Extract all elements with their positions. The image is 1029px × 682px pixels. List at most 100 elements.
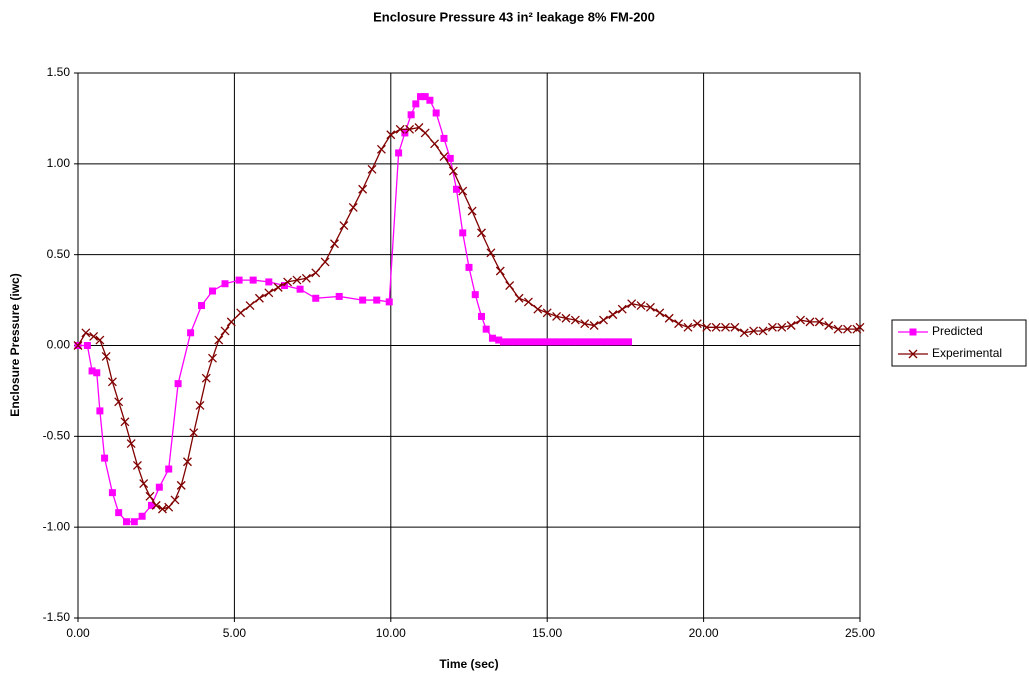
data-point [209, 287, 217, 295]
data-point [855, 322, 865, 332]
legend-marker [909, 328, 917, 336]
data-point [805, 317, 815, 327]
data-point [495, 336, 503, 344]
data-point [448, 166, 458, 176]
data-point [843, 324, 852, 334]
data-point [549, 338, 557, 346]
data-point [114, 397, 124, 407]
x-tick-label: 0.00 [66, 626, 90, 640]
data-point [796, 315, 806, 325]
data-point [467, 206, 477, 216]
data-point [88, 367, 96, 375]
data-point [138, 512, 146, 520]
data-point [273, 282, 283, 292]
data-point [488, 334, 496, 342]
data-point [385, 298, 393, 306]
data-point [311, 268, 321, 278]
data-point [625, 338, 633, 346]
data-point [739, 328, 749, 338]
data-point [556, 338, 564, 346]
data-point [245, 301, 255, 310]
data-point [139, 479, 149, 489]
data-point [478, 312, 486, 320]
data-point [452, 185, 460, 193]
data-point [758, 326, 768, 336]
data-point [618, 338, 626, 346]
data-point [151, 500, 161, 510]
data-point [446, 154, 454, 162]
data-point [221, 280, 229, 288]
data-point [358, 184, 368, 194]
data-point [730, 322, 740, 332]
data-point [471, 291, 479, 299]
data-point [636, 301, 646, 310]
data-point [421, 93, 429, 101]
data-point [606, 338, 614, 346]
data-point [531, 338, 539, 346]
data-point [330, 239, 339, 249]
data-point [208, 353, 217, 363]
data-point [265, 278, 273, 286]
data-point [95, 335, 105, 345]
data-point [786, 321, 796, 330]
data-point [170, 495, 180, 505]
data-point [335, 292, 343, 300]
data-point [777, 322, 787, 332]
data-point [417, 93, 425, 101]
data-point [83, 342, 91, 349]
legend-marker [908, 349, 918, 359]
data-point [524, 338, 532, 346]
y-tick-label: 0.00 [47, 338, 71, 352]
data-point [101, 454, 109, 462]
data-point [195, 400, 205, 410]
data-point [236, 308, 246, 318]
x-tick-label: 10.00 [376, 626, 406, 640]
y-tick-label: -0.50 [43, 429, 71, 443]
data-point [320, 257, 330, 267]
data-point [506, 338, 514, 346]
x-tick-label: 25.00 [845, 626, 875, 640]
data-point [432, 109, 440, 117]
data-point [580, 319, 590, 329]
data-point [574, 338, 582, 346]
data-point [608, 310, 618, 320]
data-point [249, 276, 257, 284]
data-point [401, 129, 409, 137]
data-point [283, 277, 293, 287]
data-point [148, 501, 156, 509]
y-tick-label: 0.50 [47, 247, 71, 261]
data-point [201, 373, 211, 383]
data-point [439, 152, 449, 162]
data-point [543, 338, 551, 346]
data-point [702, 322, 712, 332]
data-point [165, 465, 173, 473]
legend-label: Experimental [932, 346, 1002, 360]
data-point [157, 504, 167, 514]
data-point [542, 308, 552, 318]
data-point [533, 304, 543, 314]
data-point [174, 380, 182, 388]
y-tick-label: 1.00 [47, 156, 71, 170]
y-tick-label: -1.50 [43, 610, 71, 624]
data-point [226, 317, 236, 327]
data-point [214, 335, 224, 345]
data-point [627, 299, 637, 309]
data-point [296, 285, 304, 293]
data-point [833, 324, 843, 334]
data-point [189, 428, 199, 438]
data-point [721, 322, 730, 332]
data-point [430, 139, 440, 149]
data-point [683, 322, 693, 332]
data-point [405, 124, 415, 134]
y-tick-label: 1.50 [47, 65, 71, 79]
data-point [465, 263, 473, 271]
data-point [120, 417, 130, 427]
data-point [599, 315, 608, 325]
data-point [512, 338, 520, 346]
data-point [440, 134, 448, 142]
data-point [600, 338, 608, 346]
data-point [514, 293, 524, 303]
data-point [523, 297, 533, 307]
data-point [73, 341, 83, 350]
data-point [108, 489, 116, 497]
